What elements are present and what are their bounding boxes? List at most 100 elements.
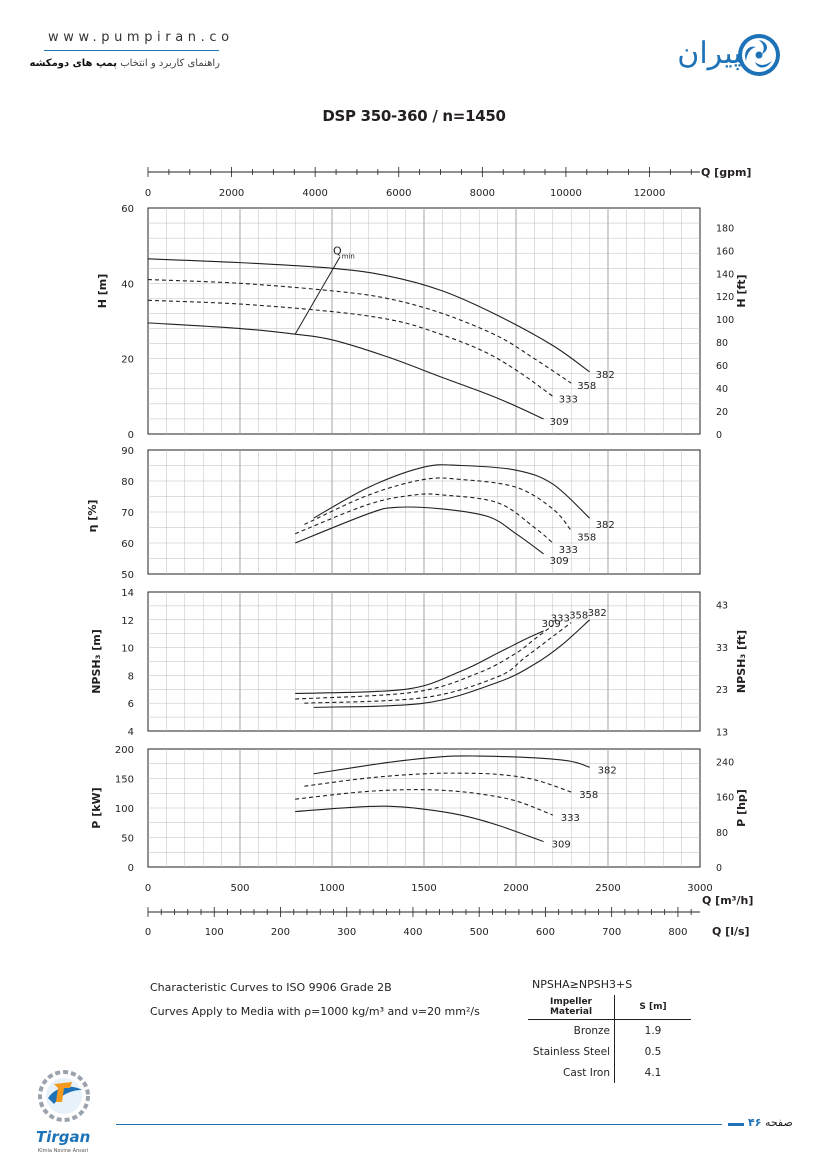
y2-tick-label: 180 xyxy=(716,223,734,234)
header-s: S [m] xyxy=(614,995,691,1020)
qmin-label: Qmin xyxy=(333,245,355,261)
y2-tick-label: 20 xyxy=(716,407,728,418)
eff-curve-label: 382 xyxy=(596,520,615,531)
power-hp-axis-label: P [hp] xyxy=(735,789,748,827)
y2-tick-label: 160 xyxy=(716,793,734,804)
table-row: Stainless Steel 0.5 xyxy=(528,1041,691,1062)
eff-curve-309 xyxy=(294,506,544,555)
table-row: Cast Iron 4.1 xyxy=(528,1062,691,1083)
power-curve-label: 358 xyxy=(579,790,598,801)
power-curve-label: 382 xyxy=(598,765,617,776)
power-curve-358 xyxy=(304,772,572,793)
y-tick-label: 0 xyxy=(128,430,134,441)
power-curve-label: 333 xyxy=(561,813,580,824)
m3h-tick-label: 0 xyxy=(145,883,151,894)
ls-tick-label: 500 xyxy=(470,927,489,938)
qmin-line xyxy=(294,256,341,335)
m3h-tick-label: 2000 xyxy=(503,883,528,894)
ls-tick-label: 100 xyxy=(205,927,224,938)
npsh-curve-333 xyxy=(295,624,554,700)
power-axis-label: P [kW] xyxy=(90,787,103,828)
y-tick-label: 14 xyxy=(121,588,134,599)
ls-tick-label: 400 xyxy=(403,927,422,938)
y-tick-label: 50 xyxy=(121,570,134,581)
y-tick-label: 90 xyxy=(121,446,134,457)
m3h-tick-label: 1000 xyxy=(319,883,344,894)
y2-tick-label: 160 xyxy=(716,246,734,257)
head-curve-309 xyxy=(147,322,544,420)
y2-tick-label: 0 xyxy=(716,430,722,441)
tirgan-wordmark: Tirgan xyxy=(36,1128,91,1146)
eff-curve-333 xyxy=(294,493,554,544)
gpm-axis-label: Q [gpm] xyxy=(701,166,751,179)
eff-curve-382 xyxy=(313,464,590,519)
footer-accent-bar xyxy=(728,1123,744,1126)
safety-margin-table: Impeller Material S [m] Bronze 1.9 Stain… xyxy=(528,995,691,1083)
head-curve-333 xyxy=(147,299,554,397)
s-cell: 4.1 xyxy=(644,1066,662,1079)
chart-labels: 0204060506070809046810121405010015020002… xyxy=(86,166,753,938)
material-cell: Stainless Steel xyxy=(528,1041,615,1062)
npsh-formula: NPSHA≥NPSH3+S xyxy=(532,978,633,991)
y-tick-label: 0 xyxy=(128,863,134,874)
m3h-axis-label: Q [m³/h] xyxy=(702,894,753,907)
y2-tick-label: 0 xyxy=(716,863,722,874)
npsh-curve-label: 382 xyxy=(588,608,607,619)
page-word: صفحه xyxy=(764,1116,793,1129)
npsh-axis-label: NPSH₃ [m] xyxy=(90,629,103,694)
gpm-tick-label: 0 xyxy=(145,188,151,199)
material-cell: Bronze xyxy=(528,1019,615,1041)
tirgan-logo-icon xyxy=(38,1070,90,1122)
note-media: Curves Apply to Media with ρ=1000 kg/m³ … xyxy=(150,1005,480,1018)
head-ft-axis-label: H [ft] xyxy=(735,274,748,307)
y-tick-label: 60 xyxy=(121,204,134,215)
y-tick-label: 150 xyxy=(115,775,134,786)
eff-curve-label: 333 xyxy=(559,545,578,556)
y2-tick-label: 240 xyxy=(716,757,734,768)
m3h-tick-label: 2500 xyxy=(595,883,620,894)
ls-tick-label: 700 xyxy=(602,927,621,938)
y2-tick-label: 140 xyxy=(716,269,734,280)
pumpiran-logo-icon xyxy=(738,34,780,76)
head-curve-label: 309 xyxy=(550,417,569,428)
page-num: ۴۶ xyxy=(748,1116,762,1129)
power-curve-333 xyxy=(295,789,553,816)
ls-tick-label: 800 xyxy=(668,927,687,938)
material-cell: Cast Iron xyxy=(528,1062,615,1083)
eff-curve-358 xyxy=(304,477,572,531)
subtitle-bold: پمپ های دومکشه xyxy=(29,58,117,69)
y-tick-label: 200 xyxy=(115,745,134,756)
y2-tick-label: 80 xyxy=(716,338,728,349)
chart-title: DSP 350-360 / n=1450 xyxy=(322,107,506,125)
y-tick-label: 20 xyxy=(121,355,134,366)
ls-tick-label: 300 xyxy=(337,927,356,938)
y-tick-label: 40 xyxy=(121,279,134,290)
ls-tick-label: 0 xyxy=(145,927,151,938)
head-axis-label: H [m] xyxy=(96,274,109,309)
chart-notes: Characteristic Curves to ISO 9906 Grade … xyxy=(150,976,480,1024)
chart-grids xyxy=(147,167,701,917)
table-row: Bronze 1.9 xyxy=(528,1019,691,1041)
head-curve-label: 382 xyxy=(596,370,615,381)
gpm-tick-label: 4000 xyxy=(302,188,327,199)
y2-tick-label: 120 xyxy=(716,292,734,303)
y-tick-label: 6 xyxy=(128,699,134,710)
gpm-tick-label: 2000 xyxy=(219,188,244,199)
y2-tick-label: 60 xyxy=(716,361,728,372)
y2-tick-label: 80 xyxy=(716,828,728,839)
gpm-tick-label: 12000 xyxy=(634,188,666,199)
y2-tick-label: 40 xyxy=(716,384,728,395)
eff-curve-label: 358 xyxy=(577,533,596,544)
y2-tick-label: 33 xyxy=(716,643,728,654)
tirgan-subtext: Kimia Novine Ansari xyxy=(38,1148,89,1154)
m3h-tick-label: 500 xyxy=(230,883,249,894)
y2-tick-label: 13 xyxy=(716,728,728,739)
y-tick-label: 10 xyxy=(121,644,134,655)
page-number: صفحه ۴۶ xyxy=(748,1116,793,1129)
y-tick-label: 100 xyxy=(115,804,134,815)
npsh-curve-309 xyxy=(295,630,544,695)
ls-tick-label: 200 xyxy=(271,927,290,938)
y-tick-label: 50 xyxy=(121,834,134,845)
head-curve-label: 333 xyxy=(559,394,578,405)
ls-axis-label: Q [l/s] xyxy=(712,925,750,938)
